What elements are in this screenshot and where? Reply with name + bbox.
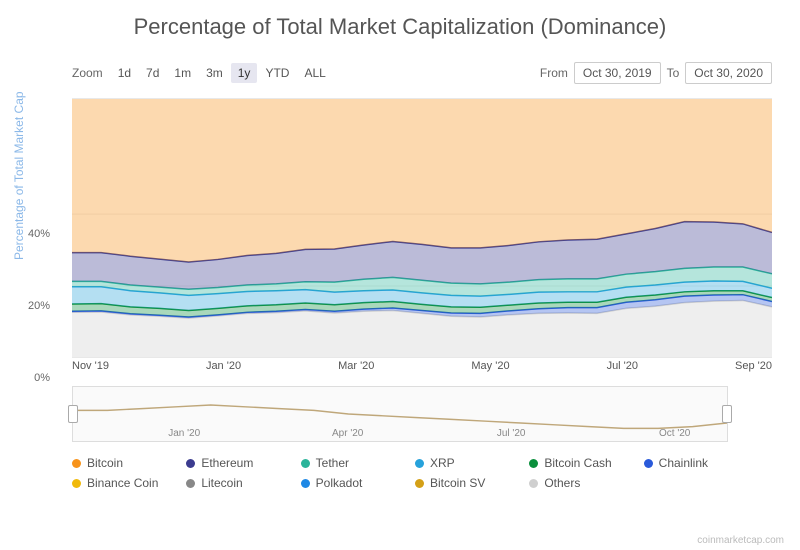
xtick: Jan '20: [206, 360, 241, 372]
to-label: To: [667, 66, 680, 80]
legend-label: Litecoin: [201, 476, 242, 490]
legend-item-bitcoin_cash[interactable]: Bitcoin Cash: [529, 456, 641, 470]
legend-swatch-icon: [186, 479, 195, 488]
legend-swatch-icon: [301, 459, 310, 468]
legend-swatch-icon: [415, 479, 424, 488]
legend-swatch-icon: [301, 479, 310, 488]
nav-tick: Oct '20: [659, 428, 690, 439]
zoom-label: Zoom: [72, 66, 103, 80]
legend-item-chainlink[interactable]: Chainlink: [644, 456, 756, 470]
credit-text: coinmarketcap.com: [697, 535, 784, 546]
legend-label: Chainlink: [659, 456, 708, 470]
nav-tick: Jul '20: [497, 428, 526, 439]
zoom-3m[interactable]: 3m: [199, 63, 230, 83]
legend-swatch-icon: [72, 459, 81, 468]
legend-item-bitcoin[interactable]: Bitcoin: [72, 456, 184, 470]
navigator-line: [73, 405, 727, 428]
xtick: Nov '19: [72, 360, 109, 372]
xtick: Mar '20: [338, 360, 374, 372]
navigator[interactable]: Jan '20 Apr '20 Jul '20 Oct '20: [72, 386, 728, 442]
ytick: 20%: [28, 300, 50, 312]
legend-label: Binance Coin: [87, 476, 158, 490]
zoom-ytd[interactable]: YTD: [258, 63, 296, 83]
x-axis-ticks: Nov '19 Jan '20 Mar '20 May '20 Jul '20 Sep '…: [72, 360, 772, 372]
legend-swatch-icon: [529, 459, 538, 468]
legend-label: Polkadot: [316, 476, 363, 490]
legend-item-others[interactable]: Others: [529, 476, 641, 490]
chart-container: Percentage of Total Market Capitalizatio…: [0, 0, 800, 550]
legend: Bitcoin Ethereum Tether XRP Bitcoin Cash Chai…: [72, 456, 756, 490]
date-range-control: From Oct 30, 2019 To Oct 30, 2020: [540, 62, 784, 84]
legend-swatch-icon: [72, 479, 81, 488]
xtick: Jul '20: [607, 360, 638, 372]
legend-label: Others: [544, 476, 580, 490]
navigator-handle-left[interactable]: [68, 405, 78, 423]
y-axis-ticks: 0%20%40%: [26, 118, 54, 378]
legend-swatch-icon: [529, 479, 538, 488]
legend-item-polkadot[interactable]: Polkadot: [301, 476, 413, 490]
chart-title: Percentage of Total Market Capitalizatio…: [16, 14, 784, 40]
nav-tick: Jan '20: [168, 428, 200, 439]
legend-item-bitcoin_sv[interactable]: Bitcoin SV: [415, 476, 527, 490]
y-axis-label: Percentage of Total Market Cap: [12, 91, 26, 260]
legend-swatch-icon: [644, 459, 653, 468]
main-chart[interactable]: [72, 98, 772, 358]
legend-label: Bitcoin: [87, 456, 123, 470]
zoom-all[interactable]: ALL: [297, 63, 332, 83]
navigator-handle-right[interactable]: [722, 405, 732, 423]
date-from-input[interactable]: Oct 30, 2019: [574, 62, 661, 84]
legend-label: XRP: [430, 456, 455, 470]
legend-item-tether[interactable]: Tether: [301, 456, 413, 470]
legend-item-ethereum[interactable]: Ethereum: [186, 456, 298, 470]
zoom-1m[interactable]: 1m: [167, 63, 198, 83]
xtick: May '20: [471, 360, 509, 372]
legend-swatch-icon: [415, 459, 424, 468]
zoom-1y[interactable]: 1y: [231, 63, 258, 83]
legend-label: Ethereum: [201, 456, 253, 470]
legend-item-binance_coin[interactable]: Binance Coin: [72, 476, 184, 490]
legend-label: Bitcoin Cash: [544, 456, 611, 470]
zoom-7d[interactable]: 7d: [139, 63, 166, 83]
xtick: Sep '20: [735, 360, 772, 372]
ytick: 0%: [34, 372, 50, 384]
legend-swatch-icon: [186, 459, 195, 468]
legend-item-litecoin[interactable]: Litecoin: [186, 476, 298, 490]
ytick: 40%: [28, 228, 50, 240]
legend-item-xrp[interactable]: XRP: [415, 456, 527, 470]
legend-label: Bitcoin SV: [430, 476, 485, 490]
from-label: From: [540, 66, 568, 80]
nav-tick: Apr '20: [332, 428, 363, 439]
legend-label: Tether: [316, 456, 349, 470]
controls-row: Zoom 1d7d1m3m1yYTDALL From Oct 30, 2019 …: [16, 62, 784, 84]
date-to-input[interactable]: Oct 30, 2020: [685, 62, 772, 84]
zoom-1d[interactable]: 1d: [111, 63, 138, 83]
